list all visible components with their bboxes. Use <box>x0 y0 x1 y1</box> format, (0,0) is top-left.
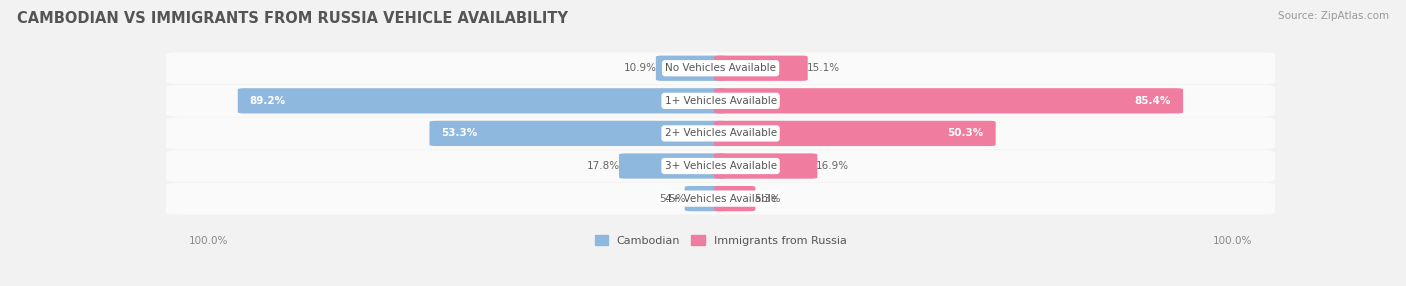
Text: 16.9%: 16.9% <box>817 161 849 171</box>
Text: 53.3%: 53.3% <box>441 128 478 138</box>
Text: 17.8%: 17.8% <box>586 161 620 171</box>
Text: 3+ Vehicles Available: 3+ Vehicles Available <box>665 161 776 171</box>
FancyBboxPatch shape <box>714 88 1182 114</box>
Text: 89.2%: 89.2% <box>250 96 285 106</box>
FancyBboxPatch shape <box>714 153 817 179</box>
Text: 2+ Vehicles Available: 2+ Vehicles Available <box>665 128 776 138</box>
Legend: Cambodian, Immigrants from Russia: Cambodian, Immigrants from Russia <box>592 232 849 249</box>
FancyBboxPatch shape <box>429 121 727 146</box>
FancyBboxPatch shape <box>655 55 727 81</box>
FancyBboxPatch shape <box>714 186 755 211</box>
Text: CAMBODIAN VS IMMIGRANTS FROM RUSSIA VEHICLE AVAILABILITY: CAMBODIAN VS IMMIGRANTS FROM RUSSIA VEHI… <box>17 11 568 26</box>
Text: 10.9%: 10.9% <box>624 63 657 73</box>
FancyBboxPatch shape <box>166 85 1275 117</box>
Text: 4+ Vehicles Available: 4+ Vehicles Available <box>665 194 776 204</box>
FancyBboxPatch shape <box>714 55 807 81</box>
FancyBboxPatch shape <box>685 186 727 211</box>
Text: 5.3%: 5.3% <box>755 194 780 204</box>
Text: 100.0%: 100.0% <box>1213 236 1253 246</box>
Text: Source: ZipAtlas.com: Source: ZipAtlas.com <box>1278 11 1389 21</box>
FancyBboxPatch shape <box>238 88 727 114</box>
FancyBboxPatch shape <box>714 121 995 146</box>
Text: 5.5%: 5.5% <box>659 194 686 204</box>
FancyBboxPatch shape <box>166 118 1275 149</box>
Text: 15.1%: 15.1% <box>807 63 839 73</box>
Text: 1+ Vehicles Available: 1+ Vehicles Available <box>665 96 776 106</box>
FancyBboxPatch shape <box>166 183 1275 214</box>
FancyBboxPatch shape <box>166 52 1275 84</box>
Text: 100.0%: 100.0% <box>188 236 228 246</box>
Text: 50.3%: 50.3% <box>948 128 984 138</box>
Text: No Vehicles Available: No Vehicles Available <box>665 63 776 73</box>
FancyBboxPatch shape <box>166 150 1275 182</box>
Text: 85.4%: 85.4% <box>1135 96 1171 106</box>
FancyBboxPatch shape <box>619 153 727 179</box>
